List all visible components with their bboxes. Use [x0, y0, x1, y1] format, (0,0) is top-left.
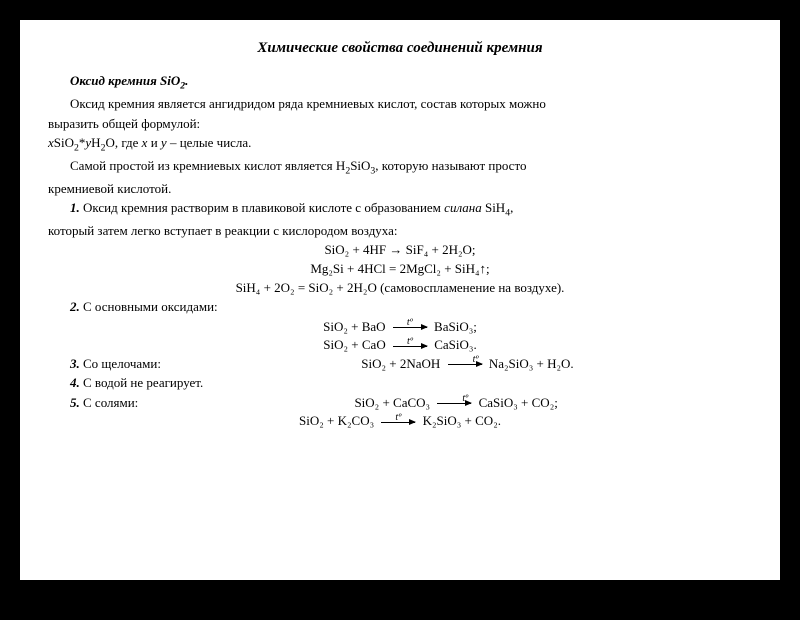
num-1: 1.	[70, 200, 80, 215]
p1a: Оксид кремния растворим в плавиковой кис…	[80, 200, 444, 215]
equation-1: SiO₂ + 4HF → SiF₄ + 2H₂O;	[48, 241, 752, 259]
arrow-temp-icon: tº	[393, 327, 427, 328]
prop-1-line-1: 1. Оксид кремния растворим в плавиковой …	[48, 199, 752, 220]
equation-3: SiH₄ + 2O₂ = SiO₂ + 2H₂O (самовоспламене…	[48, 279, 752, 297]
eq4-r: BaSiO₃;	[431, 319, 477, 334]
num-4: 4.	[70, 375, 80, 390]
sa-b: , которую называют просто	[375, 158, 526, 173]
prop-3: 3. Со щелочами:	[48, 355, 161, 373]
simple-acid-line-2: кремниевой кислотой.	[48, 180, 752, 198]
p3-text: Со щелочами:	[80, 356, 161, 371]
num-5: 5.	[70, 395, 80, 410]
intro-line-1: Оксид кремния является ангидридом ряда к…	[48, 95, 752, 113]
generic-formula: xSiO2*yH2O, где x и y – целые числа.	[48, 134, 752, 155]
temp-label: tº	[407, 316, 413, 330]
section-heading: Оксид кремния SiO2.	[48, 72, 752, 93]
prop-4: 4. С водой не реагирует.	[48, 374, 752, 392]
equation-7: SiO₂ + CaCO₃ tº CaSiO₃ + CO₂;	[138, 394, 752, 412]
eq8-r: K₂SiO₃ + CO₂.	[419, 413, 501, 428]
f-h: H	[91, 135, 100, 150]
intro-line-2: выразить общей формулой:	[48, 115, 752, 133]
equation-8: SiO₂ + K₂CO₃ tº K₂SiO₃ + CO₂.	[48, 412, 752, 430]
eq5-l: SiO₂ + CaO	[323, 337, 389, 352]
arrow-temp-icon: tº	[381, 422, 415, 423]
num-3: 3.	[70, 356, 80, 371]
arrow-temp-icon: tº	[393, 346, 427, 347]
arrow-temp-icon: tº	[448, 364, 482, 365]
f-and: и	[147, 135, 160, 150]
eq8-l: SiO₂ + K₂CO₃	[299, 413, 377, 428]
p1b: SiH	[482, 200, 505, 215]
temp-label: tº	[451, 353, 479, 367]
p1-ital: силана	[444, 200, 482, 215]
p1b-tail: ,	[510, 200, 513, 215]
equation-6: SiO₂ + 2NaOH tº Na₂SiO₃ + H₂O.	[161, 355, 752, 373]
sa-m: SiO	[350, 158, 370, 173]
prop-5: 5. С солями:	[48, 394, 138, 412]
eq6-r: Na₂SiO₃ + H₂O.	[486, 356, 574, 371]
prop-2: 2. С основными оксидами:	[48, 298, 752, 316]
heading-dot: .	[185, 73, 188, 88]
num-2: 2.	[70, 299, 80, 314]
f-o: O, где	[105, 135, 141, 150]
equation-4: SiO₂ + BaO tº BaSiO₃;	[48, 318, 752, 336]
prop-5-row: 5. С солями: SiO₂ + CaCO₃ tº CaSiO₃ + CO…	[48, 394, 752, 412]
p4-text: С водой не реагирует.	[80, 375, 204, 390]
f-sio: SiO	[54, 135, 74, 150]
prop-1-line-2: который затем легко вступает в реакции с…	[48, 222, 752, 240]
temp-label: tº	[407, 335, 413, 349]
p2-text: С основными оксидами:	[80, 299, 218, 314]
arrow-temp-icon: tº	[437, 403, 471, 404]
heading-text: Оксид кремния SiO	[70, 73, 180, 88]
eq7-r: CaSiO₃ + CO₂;	[475, 395, 558, 410]
eq6-l: SiO₂ + 2NaOH	[361, 356, 443, 371]
eq7-l: SiO₂ + CaCO₃	[354, 395, 433, 410]
temp-label: tº	[440, 392, 468, 406]
prop-3-row: 3. Со щелочами: SiO₂ + 2NaOH tº Na₂SiO₃ …	[48, 355, 752, 373]
sa-a: Самой простой из кремниевых кислот являе…	[70, 158, 345, 173]
page-title: Химические свойства соединений кремния	[48, 38, 752, 58]
f-tail: – целые числа.	[167, 135, 252, 150]
equation-2: Mg₂Si + 4HCl = 2MgCl₂ + SiH₄↑;	[48, 260, 752, 278]
equation-5: SiO₂ + CaO tº CaSiO₃.	[48, 336, 752, 354]
p5-text: С солями:	[80, 395, 139, 410]
eq4-l: SiO₂ + BaO	[323, 319, 389, 334]
eq5-r: CaSiO₃.	[431, 337, 477, 352]
temp-label: tº	[395, 411, 401, 425]
document-page: Химические свойства соединений кремния О…	[20, 20, 780, 580]
simple-acid-line-1: Самой простой из кремниевых кислот являе…	[48, 157, 752, 178]
